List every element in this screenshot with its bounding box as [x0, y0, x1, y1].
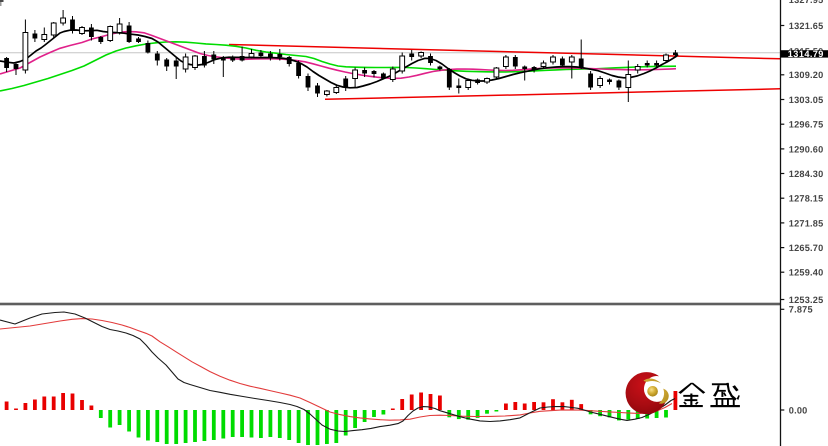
- svg-text:1327.95: 1327.95: [789, 0, 824, 5]
- svg-text:1290.60: 1290.60: [789, 144, 824, 154]
- svg-text:1284.30: 1284.30: [789, 169, 824, 179]
- svg-text:1303.05: 1303.05: [789, 95, 824, 105]
- svg-text:0.00: 0.00: [789, 405, 808, 415]
- svg-text:1253.25: 1253.25: [789, 295, 824, 305]
- svg-text:1259.40: 1259.40: [789, 268, 824, 278]
- svg-text:7.875: 7.875: [789, 305, 813, 315]
- svg-text:1296.75: 1296.75: [789, 120, 824, 130]
- svg-text:1271.85: 1271.85: [789, 218, 824, 228]
- svg-text:1321.65: 1321.65: [789, 21, 824, 31]
- svg-text:1314.79: 1314.79: [788, 49, 824, 59]
- svg-text:1309.20: 1309.20: [789, 70, 824, 80]
- svg-text:1278.15: 1278.15: [789, 194, 824, 204]
- svg-text:1265.70: 1265.70: [789, 243, 824, 253]
